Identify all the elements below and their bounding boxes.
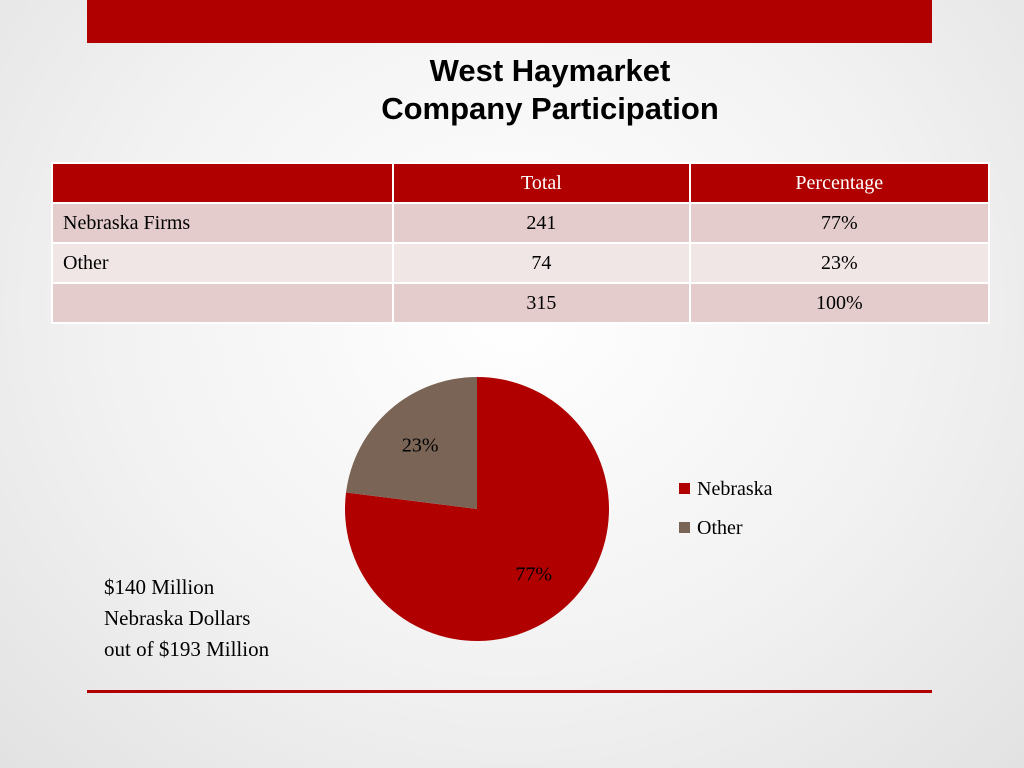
table-row: 315 100%	[50, 282, 991, 324]
funding-note-line1: $140 Million	[104, 575, 215, 599]
slide-title: West Haymarket Company Participation	[0, 52, 1024, 128]
table-cell: 241	[392, 202, 691, 244]
table-cell: 77%	[688, 202, 991, 244]
legend-label: Nebraska	[697, 478, 773, 500]
funding-note-line2: Nebraska Dollars	[104, 606, 251, 630]
legend-swatch	[679, 522, 690, 533]
table-row: Other 74 23%	[50, 242, 991, 284]
table-cell: 315	[392, 282, 691, 324]
pie-chart: 77% 23% Nebraska Other	[345, 377, 773, 641]
table-header-cell: Total	[392, 162, 691, 204]
legend-label: Other	[697, 517, 743, 539]
pie-slice-other	[346, 377, 477, 509]
table-cell: 100%	[688, 282, 991, 324]
bottom-accent-rule	[87, 690, 932, 693]
top-accent-bar	[87, 0, 932, 43]
slide-title-line2: Company Participation	[381, 91, 719, 126]
table-header-row: Total Percentage	[50, 162, 991, 204]
table-header-cell: Percentage	[688, 162, 991, 204]
table-cell: Other	[50, 242, 395, 284]
table-cell: Nebraska Firms	[50, 202, 395, 244]
table-cell	[50, 282, 395, 324]
pie-data-label: 23%	[402, 435, 439, 457]
table-cell: 74	[392, 242, 691, 284]
pie-data-label: 77%	[515, 563, 552, 585]
table-row: Nebraska Firms 241 77%	[50, 202, 991, 244]
table-header-cell	[50, 162, 395, 204]
participation-table: Total Percentage Nebraska Firms 241 77% …	[50, 162, 991, 324]
funding-note: $140 Million Nebraska Dollars out of $19…	[104, 572, 364, 665]
funding-note-line3: out of $193 Million	[104, 637, 270, 661]
table-cell: 23%	[688, 242, 991, 284]
legend-swatch	[679, 483, 690, 494]
slide-title-line1: West Haymarket	[429, 53, 671, 88]
